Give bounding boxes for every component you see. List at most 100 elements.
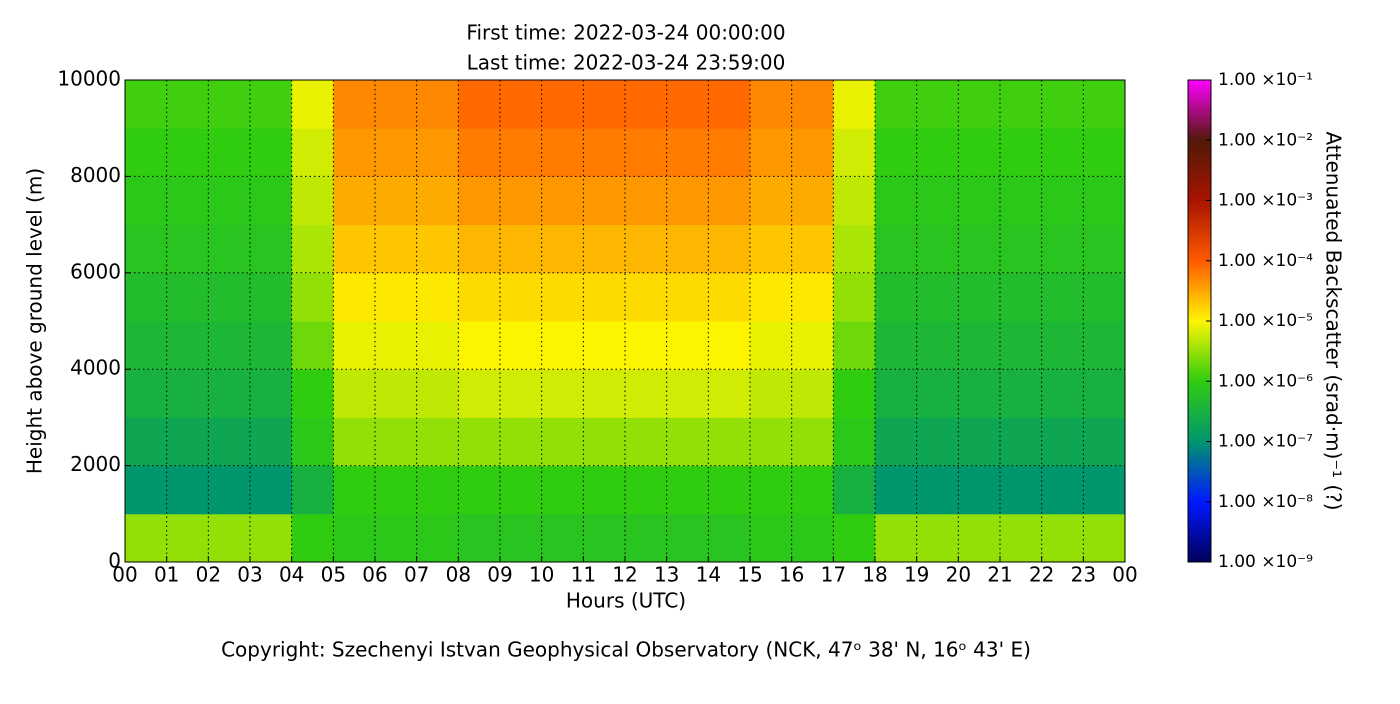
heatmap-cell — [208, 176, 251, 226]
heatmap-cell — [750, 272, 793, 322]
x-tick-label: 07 — [404, 563, 429, 587]
heatmap-cell — [208, 321, 251, 370]
heatmap-cell — [1000, 369, 1043, 418]
heatmap-cell — [1083, 417, 1126, 467]
y-tick-label: 8000 — [70, 163, 121, 187]
heatmap-cell — [541, 272, 584, 322]
heatmap-cell — [708, 80, 751, 129]
heatmap-cell — [375, 176, 418, 226]
heatmap-cell — [916, 513, 959, 563]
heatmap-cell — [1000, 272, 1043, 322]
heatmap-cell — [291, 80, 334, 129]
x-tick-label: 12 — [612, 563, 637, 587]
heatmap-cell — [1000, 176, 1043, 226]
x-tick-label: 03 — [237, 563, 262, 587]
heatmap-cell — [250, 321, 293, 370]
heatmap-cell — [875, 465, 918, 515]
heatmap-cell — [1083, 224, 1126, 274]
heatmap-cell — [1000, 513, 1043, 563]
x-tick-label: 13 — [654, 563, 679, 587]
heatmap-cell — [583, 321, 626, 370]
heatmap-cell — [625, 272, 668, 322]
heatmap-cell — [625, 513, 668, 563]
heatmap-cell — [500, 80, 543, 129]
heatmap-cell — [541, 513, 584, 563]
x-tick-label: 00 — [1112, 563, 1137, 587]
heatmap-cell — [750, 80, 793, 129]
heatmap-cell — [625, 369, 668, 418]
plot-frame — [124, 79, 1126, 563]
heatmap-cell — [375, 224, 418, 274]
heatmap-cell — [166, 465, 209, 515]
heatmap-cell — [1041, 465, 1084, 515]
heatmap-cell — [625, 176, 668, 226]
heatmap-cell — [750, 176, 793, 226]
x-tick-label: 01 — [154, 563, 179, 587]
heatmap-cell — [416, 513, 459, 563]
heatmap-cell — [1041, 176, 1084, 226]
heatmap-cell — [666, 417, 709, 467]
heatmap-cell — [458, 321, 501, 370]
heatmap-cell — [916, 321, 959, 370]
heatmap-cell — [833, 80, 876, 129]
heatmap-cell — [125, 417, 168, 467]
heatmap-cell — [791, 176, 834, 226]
heatmap-cell — [375, 513, 418, 563]
heatmap-cell — [875, 417, 918, 467]
x-tick-label: 00 — [112, 563, 137, 587]
heatmap-cell — [666, 272, 709, 322]
heatmap-cell — [333, 224, 376, 274]
heatmap-cell — [583, 417, 626, 467]
heatmap-cell — [583, 369, 626, 418]
heatmap-cell — [416, 80, 459, 129]
heatmap-cell — [1083, 321, 1126, 370]
heatmap-cell — [625, 128, 668, 177]
heatmap-cell — [291, 369, 334, 418]
heatmap-cell — [1041, 128, 1084, 177]
heatmap-cell — [208, 417, 251, 467]
heatmap-cell — [250, 128, 293, 177]
heatmap-cell — [291, 224, 334, 274]
colorbar-tick-label: 1.00 ×10⁻⁸ — [1218, 492, 1313, 512]
heatmap-cell — [833, 321, 876, 370]
x-tick-label: 18 — [862, 563, 887, 587]
heatmap-cell — [1041, 224, 1084, 274]
heatmap-cell — [458, 417, 501, 467]
heatmap-cell — [458, 224, 501, 274]
heatmap-cell — [500, 465, 543, 515]
heatmap-cell — [791, 417, 834, 467]
heatmap-cell — [208, 128, 251, 177]
heatmap-cell — [750, 369, 793, 418]
heatmap-cell — [1041, 272, 1084, 322]
heatmap-cell — [708, 272, 751, 322]
heatmap-cell — [791, 321, 834, 370]
heatmap-cell — [500, 176, 543, 226]
heatmap-cell — [916, 80, 959, 129]
x-tick-label: 20 — [946, 563, 971, 587]
heatmap-cell — [791, 513, 834, 563]
heatmap-cell — [750, 513, 793, 563]
colorbar-tick-label: 1.00 ×10⁻² — [1218, 130, 1313, 150]
heatmap-cell — [125, 224, 168, 274]
heatmap-cell — [291, 465, 334, 515]
heatmap-cell — [291, 321, 334, 370]
heatmap-cell — [958, 417, 1001, 467]
heatmap-cell — [416, 176, 459, 226]
heatmap-cell — [791, 369, 834, 418]
heatmap-cell — [250, 272, 293, 322]
heatmap-cell — [958, 224, 1001, 274]
heatmap-cell — [708, 224, 751, 274]
heatmap-cell — [208, 80, 251, 129]
heatmap-cell — [250, 369, 293, 418]
heatmap-cell — [958, 128, 1001, 177]
heatmap-cell — [625, 417, 668, 467]
heatmap-cell — [333, 465, 376, 515]
heatmap-cell — [166, 321, 209, 370]
heatmap-cell — [750, 465, 793, 515]
heatmap-cell — [750, 321, 793, 370]
x-tick-label: 11 — [571, 563, 596, 587]
heatmap-cell — [875, 224, 918, 274]
heatmap-cell — [375, 80, 418, 129]
heatmap-cell — [791, 80, 834, 129]
heatmap-cell — [500, 369, 543, 418]
